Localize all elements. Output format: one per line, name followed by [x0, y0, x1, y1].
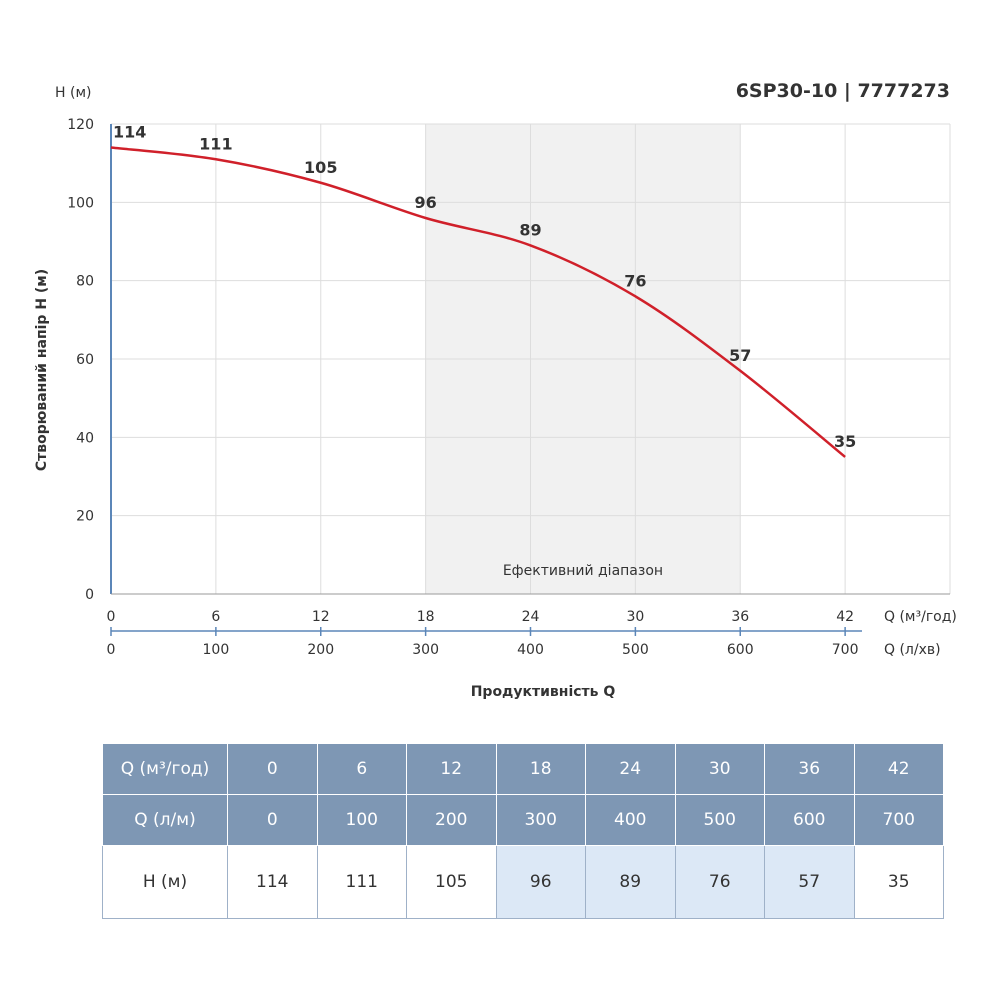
- table-cell: 114: [227, 845, 318, 919]
- table-cell: 89: [585, 845, 676, 919]
- y-axis-title: Створюваний напір H (м): [34, 269, 50, 471]
- x-secondary-tick-label: 0: [107, 642, 116, 658]
- model-title: 6SP30-10 | 7777273: [736, 80, 950, 102]
- data-label: 76: [624, 271, 646, 290]
- table-cell: 36: [764, 743, 855, 795]
- table-cell: 600: [764, 794, 855, 846]
- data-label: 89: [519, 220, 541, 239]
- x-secondary-tick-label: 300: [412, 642, 439, 658]
- table-cell: 30: [674, 743, 765, 795]
- y-tick-label: 40: [76, 430, 94, 446]
- data-label: 57: [729, 346, 751, 365]
- table-cell: 18: [495, 743, 586, 795]
- table-cell: 700: [853, 794, 944, 846]
- y-tick-label: 0: [85, 587, 94, 603]
- y-tick-label: 120: [67, 117, 94, 133]
- table-cell: 105: [406, 845, 497, 919]
- data-label: 35: [834, 432, 856, 451]
- table-row: H (м) 114 111 105 96 89 76 57 35: [102, 845, 944, 919]
- table-cell: 300: [495, 794, 586, 846]
- x-primary-tick-label: 12: [312, 609, 330, 625]
- performance-table: Q (м³/год) 0 6 12 18 24 30 36 42 Q (л/м) 0 100 200 30…: [102, 743, 944, 919]
- table-cell: 76: [674, 845, 765, 919]
- row-label: Q (м³/год): [102, 743, 228, 795]
- table-row: Q (м³/год) 0 6 12 18 24 30 36 42: [102, 743, 944, 795]
- x-secondary-tick-label: 600: [727, 642, 754, 658]
- table-cell: 35: [853, 845, 944, 919]
- row-label: Q (л/м): [102, 794, 228, 846]
- table-cell: 0: [227, 743, 318, 795]
- x-primary-unit: Q (м³/год): [884, 609, 957, 625]
- x-secondary-tick-label: 200: [307, 642, 334, 658]
- x-secondary-tick-label: 700: [832, 642, 859, 658]
- pump-curve-chart: 6SP30-10 | 7777273 H (м) Створюваний нап…: [34, 80, 957, 700]
- data-label: 111: [199, 134, 232, 153]
- x-primary-tick-label: 30: [626, 609, 644, 625]
- data-label: 105: [304, 158, 337, 177]
- table-cell: 42: [853, 743, 944, 795]
- table-cell: 96: [495, 845, 586, 919]
- x-primary-tick-label: 18: [417, 609, 435, 625]
- x-primary-tick-label: 24: [522, 609, 540, 625]
- y-tick-label: 80: [76, 274, 94, 290]
- x-primary-tick-label: 0: [107, 609, 116, 625]
- table-cell: 500: [674, 794, 765, 846]
- y-tick-label: 20: [76, 509, 94, 525]
- x-primary-tick-label: 42: [836, 609, 854, 625]
- table-cell: 400: [585, 794, 676, 846]
- x-secondary-tick-label: 500: [622, 642, 649, 658]
- y-unit-label: H (м): [55, 85, 91, 101]
- x-secondary-unit: Q (л/хв): [884, 642, 941, 658]
- table-cell: 200: [406, 794, 497, 846]
- table-cell: 111: [316, 845, 407, 919]
- efficient-range-label: Ефективний діапазон: [503, 563, 663, 579]
- table-cell: 24: [585, 743, 676, 795]
- x-secondary-tick-label: 400: [517, 642, 544, 658]
- head-curve-line: [110, 146, 846, 458]
- data-label: 114: [113, 123, 146, 142]
- data-label: 96: [414, 193, 436, 212]
- table-cell: 100: [316, 794, 407, 846]
- table-row: Q (л/м) 0 100 200 300 400 500 600 700: [102, 794, 944, 846]
- table-cell: 12: [406, 743, 497, 795]
- table-cell: 57: [764, 845, 855, 919]
- x-primary-tick-label: 36: [731, 609, 749, 625]
- row-label: H (м): [102, 845, 228, 919]
- table-cell: 0: [227, 794, 318, 846]
- x-secondary-tick-label: 100: [203, 642, 230, 658]
- x-axis-title: Продуктивність Q: [471, 684, 616, 700]
- y-tick-label: 100: [67, 195, 94, 211]
- x-primary-tick-label: 6: [211, 609, 220, 625]
- y-tick-label: 60: [76, 352, 94, 368]
- table-cell: 6: [316, 743, 407, 795]
